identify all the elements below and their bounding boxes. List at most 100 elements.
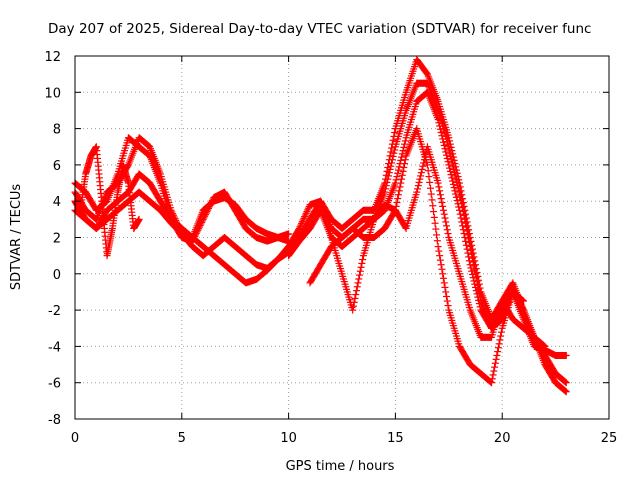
data-point (442, 288, 450, 296)
data-point (358, 259, 366, 267)
data-point (414, 182, 422, 190)
data-point (355, 275, 363, 283)
data-point (495, 340, 503, 348)
y-tick-label: 4 (53, 195, 61, 210)
data-point (493, 351, 501, 359)
data-point (438, 265, 446, 273)
y-tick-label: -2 (48, 304, 61, 319)
data-point (432, 225, 440, 233)
y-tick-labels: -8 -6 -4 -2 0 2 4 6 8 10 12 (44, 50, 61, 428)
chart-title: Day 207 of 2025, Sidereal Day-to-day VTE… (48, 21, 591, 37)
data-point (352, 291, 360, 299)
data-point (439, 202, 447, 210)
data-point (438, 198, 446, 206)
y-tick-label: 8 (53, 123, 61, 138)
data-point (431, 219, 439, 227)
data-point (389, 136, 397, 144)
y-tick-label: 10 (44, 86, 61, 101)
data-point (395, 163, 403, 171)
data-point (285, 230, 293, 238)
x-tick-label: 25 (601, 431, 618, 446)
data-point (391, 128, 399, 136)
x-tick-labels: 0 5 10 15 20 25 (71, 431, 617, 446)
data-point (440, 279, 448, 287)
data-point (394, 191, 402, 199)
y-tick-label: 0 (53, 268, 61, 283)
data-point (494, 344, 502, 352)
x-axis-label: GPS time / hours (286, 459, 395, 474)
data-point (395, 187, 403, 195)
data-point (439, 206, 447, 214)
x-tick-label: 5 (178, 431, 186, 446)
data-point (455, 203, 463, 211)
data-point (437, 261, 445, 269)
data-point (439, 270, 447, 278)
data-point (356, 271, 364, 279)
data-point (430, 208, 438, 216)
data-point (424, 167, 432, 175)
y-tick-label: 6 (53, 159, 61, 174)
data-point (430, 213, 438, 221)
x-tick-label: 0 (71, 431, 79, 446)
data-point (433, 237, 441, 245)
data-point (443, 222, 451, 230)
data-point (443, 297, 451, 305)
y-axis-label: SDTVAR / TECUs (9, 184, 24, 291)
data-point (399, 147, 407, 155)
data-point (356, 267, 364, 275)
data-point (443, 292, 451, 300)
data-point (354, 279, 362, 287)
x-tick-label: 15 (387, 431, 404, 446)
data-point (426, 178, 434, 186)
data-point (489, 371, 497, 379)
data-point (491, 363, 499, 371)
data-point (440, 141, 448, 149)
data-point (435, 247, 443, 255)
data-point (416, 175, 424, 183)
x-tick-label: 10 (280, 431, 297, 446)
data-point (401, 137, 409, 145)
data-point (417, 172, 425, 180)
data-point (414, 185, 422, 193)
data-point (492, 355, 500, 363)
data-point (441, 214, 449, 222)
data-point (439, 274, 447, 282)
x-tick-label: 20 (494, 431, 511, 446)
data-point (419, 162, 427, 170)
y-tick-label: -8 (48, 413, 61, 428)
y-tick-label: -6 (48, 377, 61, 392)
data-point (436, 252, 444, 260)
data-point (397, 156, 405, 164)
data-point (393, 198, 401, 206)
data-point (441, 283, 449, 291)
data-point (497, 328, 505, 336)
data-point (436, 256, 444, 264)
data-point (496, 336, 504, 344)
data-point (392, 176, 400, 184)
data-point (442, 218, 450, 226)
data-point (427, 190, 435, 198)
data-point (490, 367, 498, 375)
data-point (428, 196, 436, 204)
data-point (425, 173, 433, 181)
data-point (417, 169, 425, 177)
data-point (426, 184, 434, 192)
y-tick-label: 2 (53, 232, 61, 247)
data-point (418, 165, 426, 173)
data-point (435, 183, 443, 191)
data-point (494, 348, 502, 356)
data-point (491, 359, 499, 367)
data-point (397, 179, 405, 187)
y-tick-label: -4 (48, 340, 61, 355)
data-point (443, 226, 451, 234)
data-point (434, 243, 442, 251)
y-tick-label: 12 (44, 50, 61, 65)
data-point (401, 160, 409, 168)
data-points (71, 56, 570, 396)
data-point (359, 256, 367, 264)
data-point (352, 287, 360, 295)
data-point (351, 294, 359, 302)
data-point (440, 210, 448, 218)
data-point (497, 332, 505, 340)
